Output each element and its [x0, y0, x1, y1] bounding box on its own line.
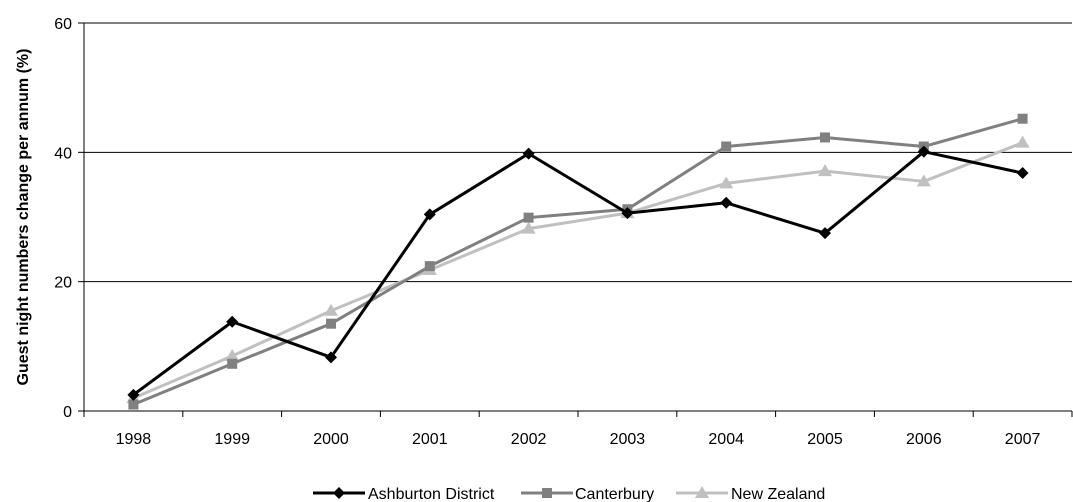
data-point-new-zealand	[818, 164, 832, 177]
x-tick-label: 2000	[313, 431, 349, 448]
series-line-canterbury	[132, 117, 1024, 406]
data-point-ashburton-district	[325, 351, 337, 364]
x-tick-label: 2005	[807, 431, 843, 448]
data-point-canterbury	[523, 212, 534, 223]
gridlines	[84, 22, 1072, 283]
x-tick-label: 2003	[610, 431, 646, 448]
series-line-new-zealand	[132, 141, 1024, 400]
x-tick-label: 1999	[214, 431, 250, 448]
data-point-new-zealand	[719, 176, 734, 189]
series	[126, 113, 1030, 410]
data-point-canterbury	[721, 141, 732, 152]
legend-item-new-zealand: New Zealand	[676, 486, 825, 502]
data-point-canterbury	[1017, 113, 1028, 124]
data-point-ashburton-district	[720, 196, 733, 209]
x-tick-label: 2006	[906, 431, 942, 448]
x-tick-label: 2004	[708, 431, 744, 448]
legend-marker	[333, 487, 345, 499]
y-tick-labels: 0 20 40 60	[54, 16, 84, 421]
data-point-canterbury	[227, 358, 238, 369]
y-tick-label: 60	[54, 16, 72, 33]
data-point-canterbury	[424, 261, 435, 272]
y-tick-label: 0	[63, 404, 72, 421]
x-tick-label: 2007	[1005, 431, 1041, 448]
data-point-ashburton-district	[1016, 167, 1029, 180]
legend-marker	[695, 486, 709, 498]
legend-label: Canterbury	[575, 486, 654, 502]
y-axis-title: Guest night numbers change per annum (%)	[15, 49, 32, 386]
series-line-ashburton-district	[132, 150, 1023, 397]
data-point-ashburton-district	[226, 315, 239, 328]
data-point-canterbury	[128, 399, 139, 410]
y-tick-label: 20	[54, 275, 72, 292]
x-tick-label: 2001	[412, 431, 448, 448]
data-point-ashburton-district	[127, 388, 140, 401]
series-canterbury	[128, 113, 1028, 410]
legend: Ashburton District Canterbury New Zealand	[313, 486, 825, 502]
legend-label: Ashburton District	[368, 486, 495, 502]
data-point-canterbury	[326, 318, 336, 329]
legend-item-canterbury: Canterbury	[521, 486, 654, 502]
data-point-ashburton-district	[819, 227, 831, 240]
data-point-canterbury	[820, 132, 830, 143]
data-point-new-zealand	[324, 303, 338, 316]
legend-label: New Zealand	[731, 486, 825, 502]
data-point-new-zealand	[225, 349, 240, 362]
data-point-ashburton-district	[621, 207, 634, 220]
series-ashburton-district	[127, 145, 1029, 401]
x-tick-label: 1998	[116, 431, 152, 448]
y-tick-label: 40	[54, 145, 72, 162]
x-tick-labels: 1998 1999 2000 2001 2002 2003 2004 2005 2006 2007	[83, 411, 1073, 448]
data-point-new-zealand	[1015, 135, 1030, 148]
data-point-new-zealand	[916, 174, 931, 187]
legend-marker	[542, 488, 552, 498]
data-point-ashburton-district	[423, 208, 436, 221]
data-point-new-zealand	[521, 221, 536, 234]
x-tick-label: 2002	[511, 431, 547, 448]
data-point-ashburton-district	[522, 147, 535, 160]
legend-item-ashburton-district: Ashburton District	[313, 486, 495, 502]
data-point-ashburton-district	[917, 145, 930, 158]
